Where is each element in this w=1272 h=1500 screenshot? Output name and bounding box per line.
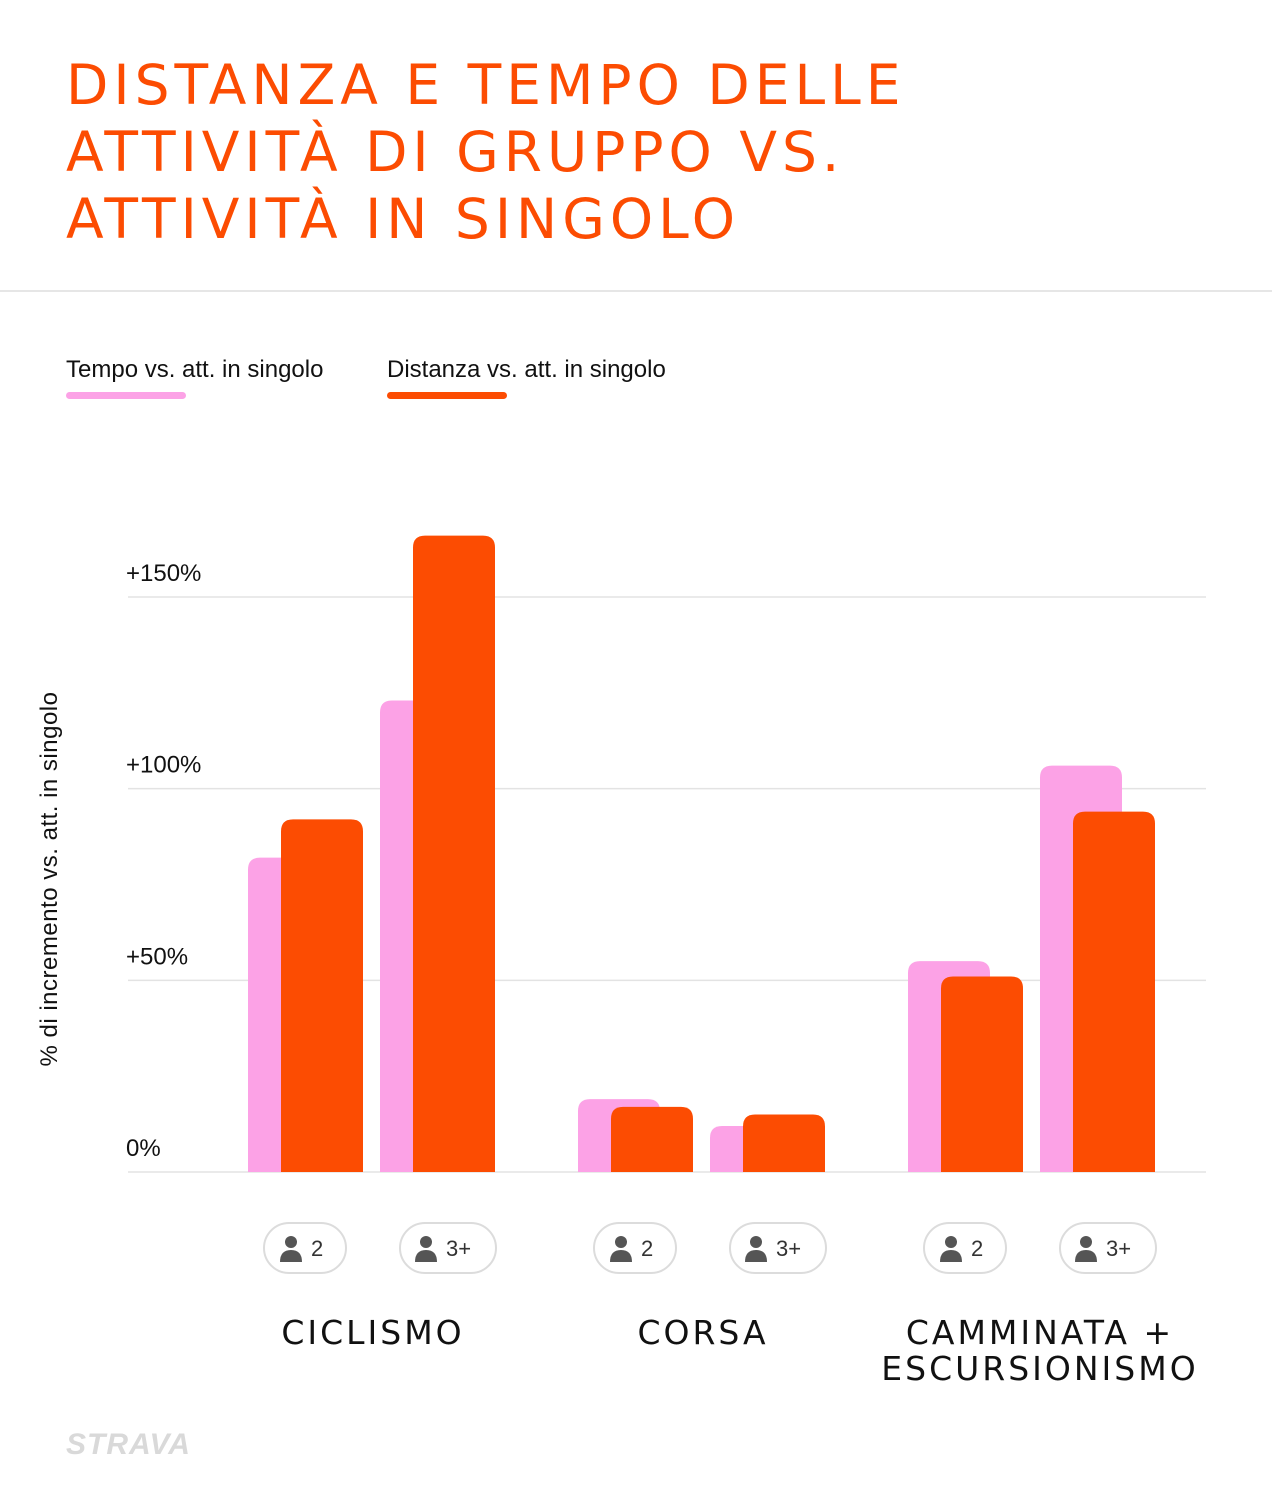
bar-distanza xyxy=(743,1114,825,1172)
group-size-pill xyxy=(263,1222,347,1274)
group-size-label: 2 xyxy=(641,1236,653,1261)
legend-label-tempo: Tempo vs. att. in singolo xyxy=(66,356,324,383)
chart-title: DISTANZA E TEMPO DELLE ATTIVITÀ DI GRUPP… xyxy=(66,53,906,251)
group-size-label: 3+ xyxy=(446,1236,471,1261)
group-size-label: 3+ xyxy=(776,1236,801,1261)
group-size-pill xyxy=(923,1222,1007,1274)
person-icon xyxy=(420,1236,432,1248)
bar-distanza xyxy=(281,819,363,1172)
category-label-ciclismo: CICLISMO xyxy=(281,1313,465,1352)
bar-distanza xyxy=(413,535,495,1172)
legend-swatch-distanza xyxy=(387,392,507,399)
person-icon xyxy=(280,1250,302,1262)
person-icon xyxy=(285,1236,297,1248)
title-divider xyxy=(0,290,1272,292)
group-size-label: 2 xyxy=(971,1236,983,1261)
person-icon xyxy=(610,1250,632,1262)
person-icon xyxy=(1080,1236,1092,1248)
person-icon xyxy=(415,1250,437,1262)
y-tick-label: +150% xyxy=(126,560,201,587)
category-label-camminata: CAMMINATA + ESCURSIONISMO xyxy=(881,1313,1199,1388)
person-icon xyxy=(615,1236,627,1248)
legend-label-distanza: Distanza vs. att. in singolo xyxy=(387,356,666,383)
bar-chart: 0% +50% +100% +150% 2 3+ 2 3+ 2 3+ xyxy=(126,535,1206,1274)
legend-swatch-tempo xyxy=(66,392,186,399)
person-icon xyxy=(745,1250,767,1262)
group-size-pill xyxy=(593,1222,677,1274)
person-icon xyxy=(1075,1250,1097,1262)
person-icon xyxy=(750,1236,762,1248)
person-icon xyxy=(945,1236,957,1248)
legend-item-tempo: Tempo vs. att. in singolo xyxy=(66,356,323,399)
y-tick-label: +100% xyxy=(126,752,201,779)
y-tick-label: +50% xyxy=(126,943,188,970)
person-icon xyxy=(940,1250,962,1262)
category-label-corsa: CORSA xyxy=(637,1313,769,1352)
strava-logo: STRAVA xyxy=(66,1428,191,1461)
y-tick-label: 0% xyxy=(126,1135,161,1162)
group-size-label: 3+ xyxy=(1106,1236,1131,1261)
bar-distanza xyxy=(1073,811,1155,1172)
bar-distanza xyxy=(611,1106,693,1172)
legend-item-distanza: Distanza vs. att. in singolo xyxy=(387,356,666,399)
group-size-label: 2 xyxy=(311,1236,323,1261)
bar-distanza xyxy=(941,976,1023,1172)
